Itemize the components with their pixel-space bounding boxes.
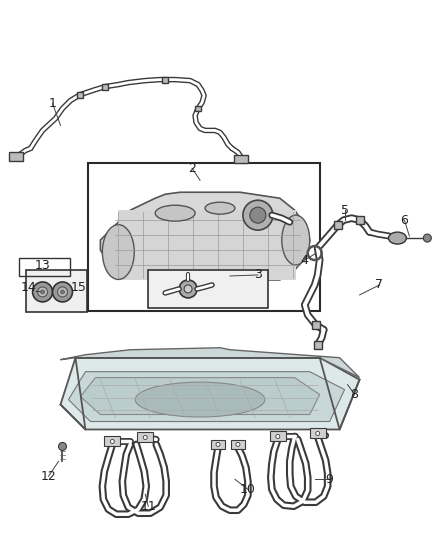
Circle shape [143,435,147,439]
Text: 9: 9 [326,473,334,486]
Bar [25,270,88,312]
Text: 12: 12 [41,470,57,483]
Text: 4: 4 [301,254,309,266]
Circle shape [424,234,431,242]
Bar [102,84,108,90]
Circle shape [250,207,266,223]
Text: 10: 10 [240,483,256,496]
Bar [148,270,268,308]
Circle shape [38,287,48,297]
Bar [270,432,286,441]
Ellipse shape [135,382,265,417]
Circle shape [53,282,72,302]
Circle shape [32,282,53,302]
Text: 2: 2 [188,162,196,175]
Bar [195,106,201,111]
Circle shape [236,442,240,447]
Text: 11: 11 [140,500,156,513]
Bar [310,429,326,439]
Text: 13: 13 [35,259,50,271]
Circle shape [59,442,67,450]
Circle shape [57,287,67,297]
Bar [137,432,153,442]
Text: 3: 3 [254,269,262,281]
Bar [231,440,245,449]
Bar [9,152,23,161]
Ellipse shape [205,202,235,214]
Circle shape [216,442,220,447]
Ellipse shape [282,215,310,265]
Bar [88,163,320,311]
Text: 6: 6 [400,214,408,227]
Bar [118,210,296,280]
Circle shape [60,290,64,294]
Polygon shape [100,192,310,280]
Bar [312,321,320,329]
Circle shape [316,432,320,435]
Polygon shape [81,378,320,415]
Bar [314,341,321,349]
Polygon shape [60,358,360,430]
Ellipse shape [102,224,134,279]
Ellipse shape [389,232,406,244]
Bar [19,258,71,276]
Bar [211,440,225,449]
Circle shape [184,285,192,293]
Circle shape [276,434,280,439]
Circle shape [110,439,114,443]
Bar [356,216,364,224]
Circle shape [179,280,197,298]
Polygon shape [68,372,345,422]
Circle shape [243,200,273,230]
Bar [104,437,120,447]
Bar [162,77,168,83]
Bar [234,155,248,163]
Polygon shape [60,348,360,378]
Text: 5: 5 [341,204,349,217]
Bar [78,92,83,98]
Text: 8: 8 [350,388,359,401]
Circle shape [41,290,45,294]
Text: 14: 14 [21,281,36,294]
Text: 1: 1 [49,97,57,110]
Ellipse shape [155,205,195,221]
Bar [334,221,342,229]
Text: 15: 15 [71,281,86,294]
Text: 7: 7 [375,278,384,292]
